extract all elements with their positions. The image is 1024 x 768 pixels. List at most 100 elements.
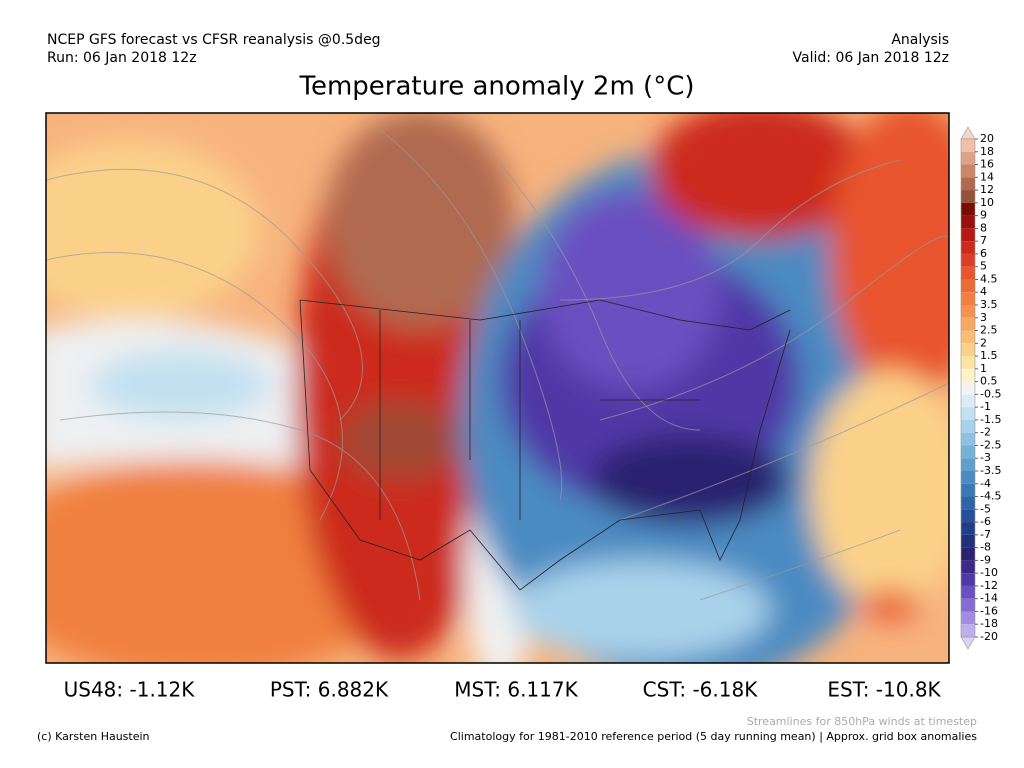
colorbar-label: 10 xyxy=(980,196,994,209)
regional-stat: PST: 6.882K xyxy=(270,678,389,702)
colorbar-segment xyxy=(961,522,975,535)
colorbar-label: -3 xyxy=(980,451,991,464)
colorbar-label: 1 xyxy=(980,362,987,375)
colorbar-label: 16 xyxy=(980,158,994,171)
colorbar-label: -1.5 xyxy=(980,413,1001,426)
colorbar-segment xyxy=(961,445,975,459)
colorbar-segment xyxy=(961,419,975,433)
colorbar-cap-bottom xyxy=(960,636,976,650)
colorbar-label: 9 xyxy=(980,209,987,222)
credit: (c) Karsten Haustein xyxy=(37,730,150,743)
climatology-note: Climatology for 1981-2010 reference peri… xyxy=(450,730,977,743)
colorbar-segment xyxy=(961,215,975,229)
map-title: Temperature anomaly 2m (°C) xyxy=(299,72,695,102)
colorbar-label: 6 xyxy=(980,247,987,260)
colorbar-segment xyxy=(961,483,975,497)
colorbar-label: 4 xyxy=(980,285,987,298)
colorbar-label: -1 xyxy=(980,400,991,413)
colorbar-label: -4 xyxy=(980,477,991,490)
colorbar-label: -7 xyxy=(980,528,991,541)
model-info: NCEP GFS forecast vs CFSR reanalysis @0.… xyxy=(47,32,381,48)
colorbar-label: -20 xyxy=(980,630,998,643)
colorbar-segment xyxy=(961,611,975,625)
colorbar-label: 4.5 xyxy=(980,272,998,285)
colorbar-segment xyxy=(961,292,975,305)
colorbar-segment xyxy=(961,164,975,178)
colorbar-cap-top xyxy=(960,126,976,140)
colorbar-label: 5 xyxy=(980,260,987,273)
colorbar: 201816141210987654.543.532.521.510.5-0.5… xyxy=(960,126,1001,650)
colorbar-segment xyxy=(961,139,975,152)
colorbar-segment xyxy=(961,356,975,369)
colorbar-label: -2.5 xyxy=(980,438,1001,451)
stats: US48: -1.12K PST: 6.882K MST: 6.117K CST: -… xyxy=(64,678,942,702)
map xyxy=(46,113,949,663)
colorbar-segment xyxy=(961,253,975,267)
colorbar-label: -4.5 xyxy=(980,490,1001,503)
colorbar-label: 7 xyxy=(980,234,987,247)
colorbar-segment xyxy=(961,573,975,586)
colorbar-label: 2 xyxy=(980,336,987,349)
colorbar-segment xyxy=(961,624,975,637)
colorbar-segment xyxy=(961,330,975,344)
colorbar-label: 14 xyxy=(980,170,994,183)
colorbar-segment xyxy=(961,534,975,548)
colorbar-segment xyxy=(961,317,975,331)
colorbar-segment xyxy=(961,266,975,280)
regional-stat: MST: 6.117K xyxy=(454,678,578,702)
colorbar-label: 8 xyxy=(980,221,987,234)
regional-stat: US48: -1.12K xyxy=(64,678,196,702)
colorbar-label: -10 xyxy=(980,566,998,579)
colorbar-segment xyxy=(961,381,975,395)
colorbar-label: 18 xyxy=(980,145,994,158)
product-kind: Analysis xyxy=(891,32,949,48)
colorbar-segment xyxy=(961,177,975,191)
colorbar-label: -0.5 xyxy=(980,387,1001,400)
colorbar-segment xyxy=(961,560,975,574)
colorbar-segment xyxy=(961,202,975,216)
colorbar-segment xyxy=(961,305,975,318)
valid-time: Valid: 06 Jan 2018 12z xyxy=(793,50,949,66)
streamline-note: Streamlines for 850hPa winds at timestep xyxy=(747,715,977,728)
colorbar-label: -5 xyxy=(980,502,991,515)
colorbar-segment xyxy=(961,496,975,510)
colorbar-label: -2 xyxy=(980,426,991,439)
borders xyxy=(299,299,791,591)
colorbar-segment xyxy=(961,432,975,446)
colorbar-segment xyxy=(961,458,975,471)
colorbar-label: -6 xyxy=(980,515,991,528)
colorbar-label: 3 xyxy=(980,311,987,324)
colorbar-label: -14 xyxy=(980,592,998,605)
run-info: Run: 06 Jan 2018 12z xyxy=(47,50,197,66)
colorbar-segment xyxy=(961,598,975,612)
colorbar-frame xyxy=(960,138,976,638)
colorbar-label: 12 xyxy=(980,183,994,196)
colorbar-label: -8 xyxy=(980,541,991,554)
colorbar-segment xyxy=(961,228,975,242)
colorbar-label: -18 xyxy=(980,617,998,630)
colorbar-segment xyxy=(961,471,975,484)
colorbar-segment xyxy=(961,190,975,203)
colorbar-segment xyxy=(961,343,975,357)
map-frame xyxy=(45,112,950,664)
colorbar-label: 2.5 xyxy=(980,324,998,337)
colorbar-label: -9 xyxy=(980,553,991,566)
colorbar-label: -16 xyxy=(980,604,998,617)
colorbar-label: 0.5 xyxy=(980,375,998,388)
colorbar-segment xyxy=(961,368,975,382)
colorbar-segment xyxy=(961,585,975,599)
regional-stat: CST: -6.18K xyxy=(643,678,759,702)
colorbar-segment xyxy=(961,241,975,254)
colorbar-segment xyxy=(961,394,975,408)
colorbar-label: 1.5 xyxy=(980,349,998,362)
colorbar-label: -3.5 xyxy=(980,464,1001,477)
colorbar-label: 3.5 xyxy=(980,298,998,311)
regional-stat: EST: -10.8K xyxy=(827,678,941,702)
colorbar-label: -12 xyxy=(980,579,998,592)
colorbar-segment xyxy=(961,407,975,420)
colorbar-segment xyxy=(961,509,975,523)
colorbar-segment xyxy=(961,547,975,561)
colorbar-segment xyxy=(961,151,975,165)
colorbar-segment xyxy=(961,279,975,293)
